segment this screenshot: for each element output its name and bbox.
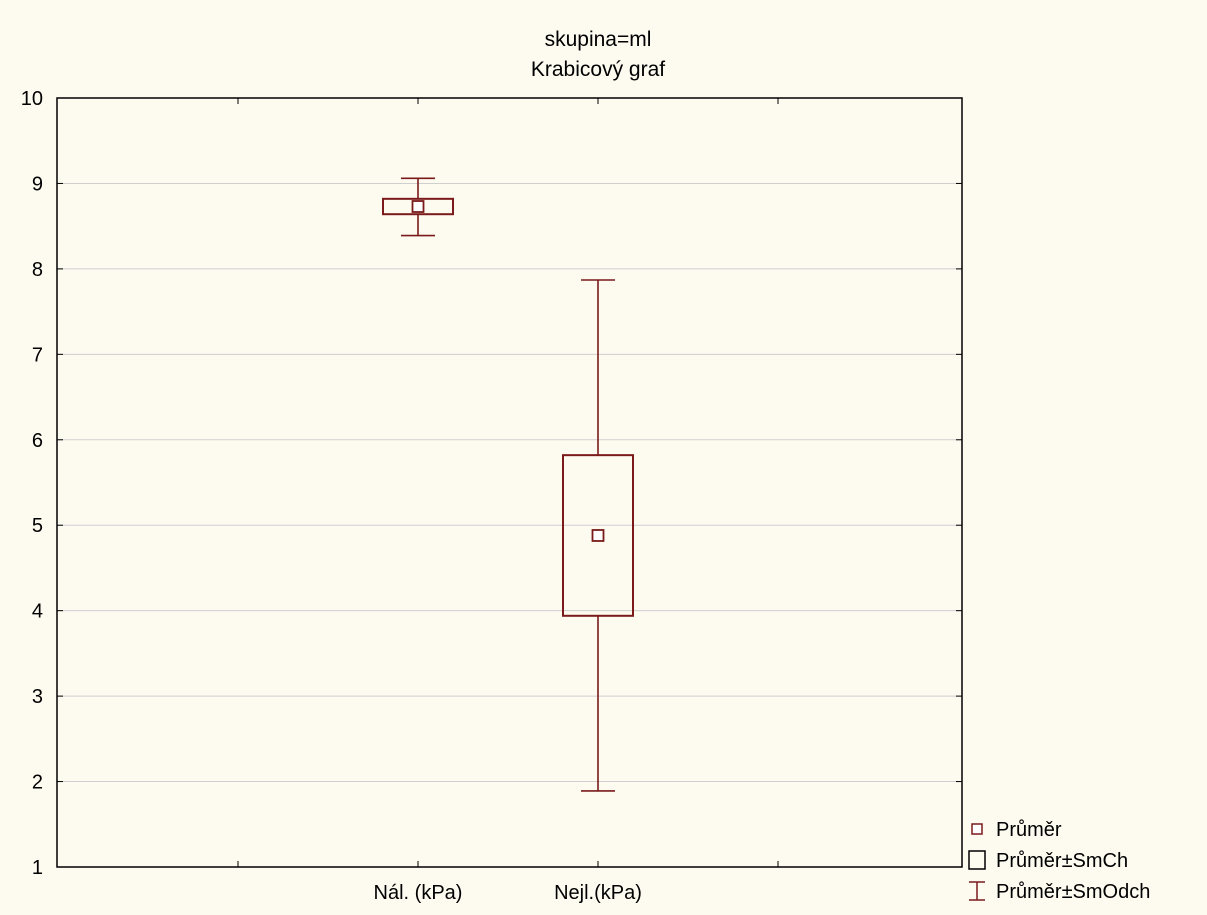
chart-title: skupina=ml bbox=[545, 28, 652, 51]
legend: Průměr Průměr±SmCh Průměr±SmOdch bbox=[968, 819, 1150, 903]
y-tick-label: 8 bbox=[32, 259, 43, 281]
box-rect bbox=[562, 454, 634, 617]
x-tick-label: Nejl.(kPa) bbox=[554, 882, 642, 904]
legend-item: Průměr±SmOdch bbox=[969, 881, 1150, 903]
legend-label: Průměr±SmCh bbox=[996, 850, 1128, 872]
y-tick-label: 4 bbox=[32, 601, 43, 623]
box-group bbox=[562, 279, 634, 792]
box-group bbox=[382, 177, 454, 237]
y-tick-label: 1 bbox=[32, 857, 43, 879]
x-tick-label: Nál. (kPa) bbox=[374, 882, 463, 904]
grid-lines bbox=[57, 182, 962, 783]
boxes bbox=[382, 177, 634, 792]
legend-item: Průměr±SmCh bbox=[968, 850, 1128, 872]
legend-label: Průměr±SmOdch bbox=[996, 881, 1150, 903]
y-tick-label: 7 bbox=[32, 344, 43, 366]
box-rect bbox=[382, 197, 454, 216]
y-tick-label: 6 bbox=[32, 430, 43, 452]
legend-item: Průměr bbox=[971, 819, 1062, 841]
y-tick-label: 10 bbox=[21, 88, 43, 110]
mean-marker bbox=[411, 200, 425, 213]
mean-marker bbox=[591, 529, 605, 542]
y-tick-label: 3 bbox=[32, 686, 43, 708]
legend-box-icon bbox=[968, 850, 986, 870]
plot-frame bbox=[56, 97, 963, 868]
y-tick-label: 2 bbox=[32, 772, 43, 794]
legend-label: Průměr bbox=[996, 819, 1062, 841]
y-tick-label: 5 bbox=[32, 515, 43, 537]
y-tick-label: 9 bbox=[32, 173, 43, 195]
chart-subtitle: Krabicový graf bbox=[531, 58, 665, 81]
axis-ticks: 1 2 3 4 5 6 7 8 9 10 Nál. (kPa) Nejl.(kPa) bbox=[21, 88, 962, 904]
legend-mean-icon bbox=[971, 823, 983, 835]
